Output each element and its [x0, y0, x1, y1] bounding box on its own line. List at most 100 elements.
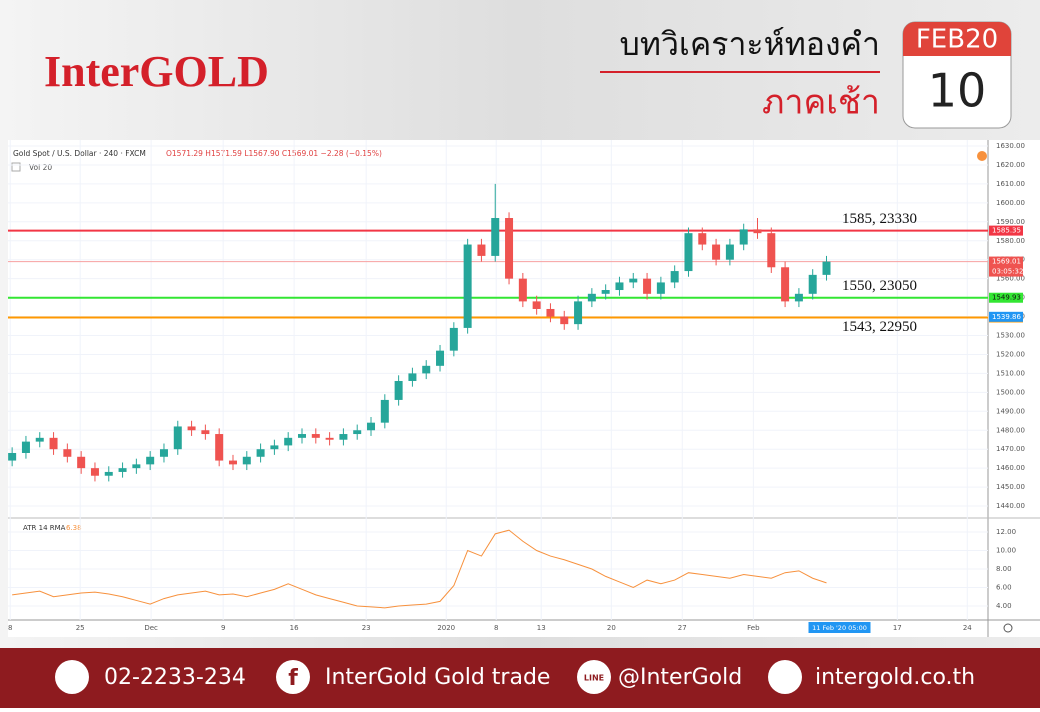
web-icon: [768, 660, 802, 694]
candle-body: [781, 267, 790, 302]
collapse-toggle[interactable]: [11, 162, 21, 172]
y-tick-label: 12.00: [996, 528, 1016, 536]
candle-body: [518, 278, 527, 302]
x-tick-label: 24: [963, 624, 972, 632]
y-tick-label: 1490.00: [996, 407, 1025, 415]
candle-body: [146, 456, 155, 465]
y-tick-label: 1470.00: [996, 445, 1025, 453]
x-tick-label: Feb: [747, 624, 760, 632]
candle-body: [712, 244, 721, 260]
x-tick-label: 27: [678, 624, 687, 632]
candle-body: [739, 229, 748, 245]
report-title: บทวิเคราะห์ทองคำ: [620, 25, 880, 63]
candle-body: [574, 301, 583, 325]
price-tag: [989, 225, 1023, 236]
candle-body: [90, 468, 99, 476]
x-tick-label: 13: [537, 624, 546, 632]
candle-body: [808, 274, 817, 294]
y-tick-label: 1620.00: [996, 161, 1025, 169]
footer-facebook: InterGold Gold trade: [325, 665, 550, 690]
settings-icon[interactable]: [1003, 623, 1013, 633]
candle-body: [298, 434, 306, 438]
level-note: 1543, 22950: [842, 319, 917, 335]
candle-body: [587, 293, 596, 302]
candle-body: [311, 434, 320, 438]
indicator-line: [12, 529, 827, 609]
candle-body: [422, 365, 431, 374]
x-tick-label: 8: [8, 624, 12, 632]
candle-body: [118, 468, 127, 472]
candle-body: [436, 350, 445, 366]
candle-body: [753, 229, 762, 234]
candle-body: [256, 449, 265, 457]
candle-body: [463, 244, 472, 328]
y-tick-label: 1610.00: [996, 180, 1025, 188]
y-tick-label: 6.00: [996, 583, 1012, 591]
candle-body: [201, 430, 210, 435]
candle-body: [215, 434, 224, 461]
symbol-title: Gold Spot / U.S. Dollar · 240 · FXCM: [13, 149, 146, 158]
calendar-day: 10: [928, 64, 987, 118]
candle-body: [8, 452, 17, 461]
candle-body: [615, 282, 624, 291]
candle-body: [49, 437, 58, 450]
candle-body: [270, 445, 279, 450]
logo: InterGOLD: [44, 47, 269, 96]
x-tick-label: 17: [893, 624, 902, 632]
line-icon: [577, 660, 611, 694]
crosshair-label: 11 Feb '20 05:00: [812, 624, 867, 632]
price-tag-label: 1539.86: [992, 313, 1021, 321]
candle-body: [380, 399, 389, 423]
y-tick-label: 1580.00: [996, 237, 1025, 245]
y-tick-label: 1480.00: [996, 426, 1025, 434]
y-tick-label: 1530.00: [996, 332, 1025, 340]
y-tick-label: 1590.00: [996, 218, 1025, 226]
candle-body: [408, 373, 417, 381]
price-tag: [989, 292, 1023, 303]
facebook-glyph: f: [288, 666, 298, 691]
x-tick-label: 23: [362, 624, 371, 632]
footer-bar: [0, 648, 1040, 708]
candle-body: [532, 301, 541, 309]
candle-body: [228, 460, 237, 465]
candle-body: [449, 327, 458, 351]
y-tick-label: 10.00: [996, 547, 1016, 555]
candle-body: [159, 449, 168, 457]
footer-website: intergold.co.th: [815, 665, 975, 690]
x-tick-label: 9: [221, 624, 225, 632]
crosshair-tag: [808, 622, 871, 633]
candle-body: [643, 278, 652, 294]
candle-body: [21, 441, 30, 453]
candle-body: [546, 308, 555, 317]
alert-icon[interactable]: [977, 151, 987, 161]
price-tag: [989, 311, 1023, 322]
candle-body: [505, 218, 514, 279]
x-tick-label: 2020: [437, 624, 455, 632]
footer-phone: 02-2233-234: [104, 665, 246, 690]
candle-body: [698, 233, 707, 245]
facebook-icon: [276, 660, 310, 694]
chart-frame: [8, 140, 1040, 637]
candle-body: [63, 449, 72, 457]
y-tick-label: 1510.00: [996, 369, 1025, 377]
candle-body: [339, 434, 348, 440]
y-tick-label: 4.00: [996, 602, 1012, 610]
candle-body: [767, 233, 776, 268]
candle-body: [325, 437, 334, 440]
y-tick-label: 1440.00: [996, 502, 1025, 510]
candle-body: [104, 471, 113, 476]
candle-body: [670, 271, 679, 283]
volume-label: Vol 20: [29, 163, 52, 172]
y-tick-label: 1630.00: [996, 142, 1025, 150]
y-tick-label: 1460.00: [996, 464, 1025, 472]
candle-body: [242, 456, 251, 465]
x-tick-label: 20: [607, 624, 616, 632]
x-tick-label: 25: [76, 624, 85, 632]
candle-body: [656, 282, 665, 294]
level-note: 1550, 23050: [842, 278, 917, 294]
y-tick-label: 1520.00: [996, 350, 1025, 358]
candle-body: [367, 422, 376, 431]
candle-body: [794, 293, 803, 302]
candle-body: [353, 430, 362, 435]
candle-body: [394, 380, 403, 400]
